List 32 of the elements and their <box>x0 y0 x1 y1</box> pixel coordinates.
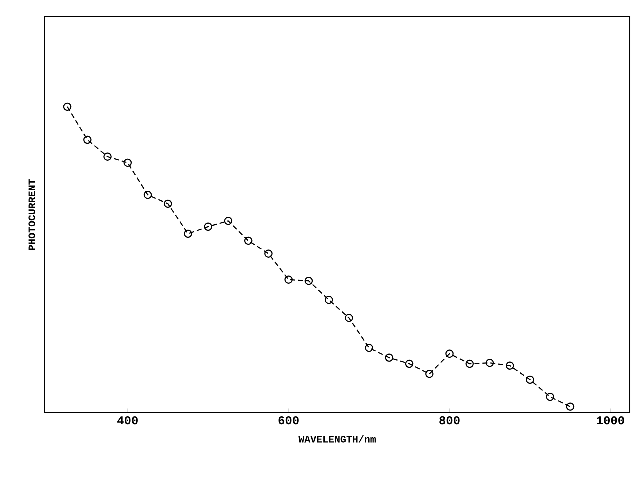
point <box>405 360 414 368</box>
point <box>385 354 394 362</box>
point <box>365 344 374 352</box>
point <box>506 362 514 370</box>
x-axis-title: WAVELENGTH/nm <box>298 435 376 443</box>
point <box>144 190 152 200</box>
point <box>164 200 172 208</box>
point <box>304 276 314 286</box>
point <box>324 296 334 304</box>
point <box>526 376 534 384</box>
point <box>264 250 273 258</box>
point <box>184 230 192 238</box>
point <box>426 370 434 378</box>
point <box>124 158 132 168</box>
point <box>204 222 212 232</box>
point <box>224 216 233 226</box>
point <box>466 360 474 368</box>
point <box>63 102 72 112</box>
x-tick-label: 400 <box>118 416 138 425</box>
point <box>284 276 293 284</box>
point <box>244 236 253 246</box>
point <box>486 358 494 368</box>
point <box>446 350 454 358</box>
x-tick-label: 1000 <box>597 416 624 425</box>
point <box>546 392 554 402</box>
point <box>566 402 575 412</box>
x-tick-label: 800 <box>440 416 460 425</box>
x-tick-label: 600 <box>278 416 299 425</box>
point <box>104 152 112 161</box>
y-axis-title: PHOTOCURRENT <box>28 179 36 250</box>
point <box>84 136 92 144</box>
point <box>345 314 354 322</box>
